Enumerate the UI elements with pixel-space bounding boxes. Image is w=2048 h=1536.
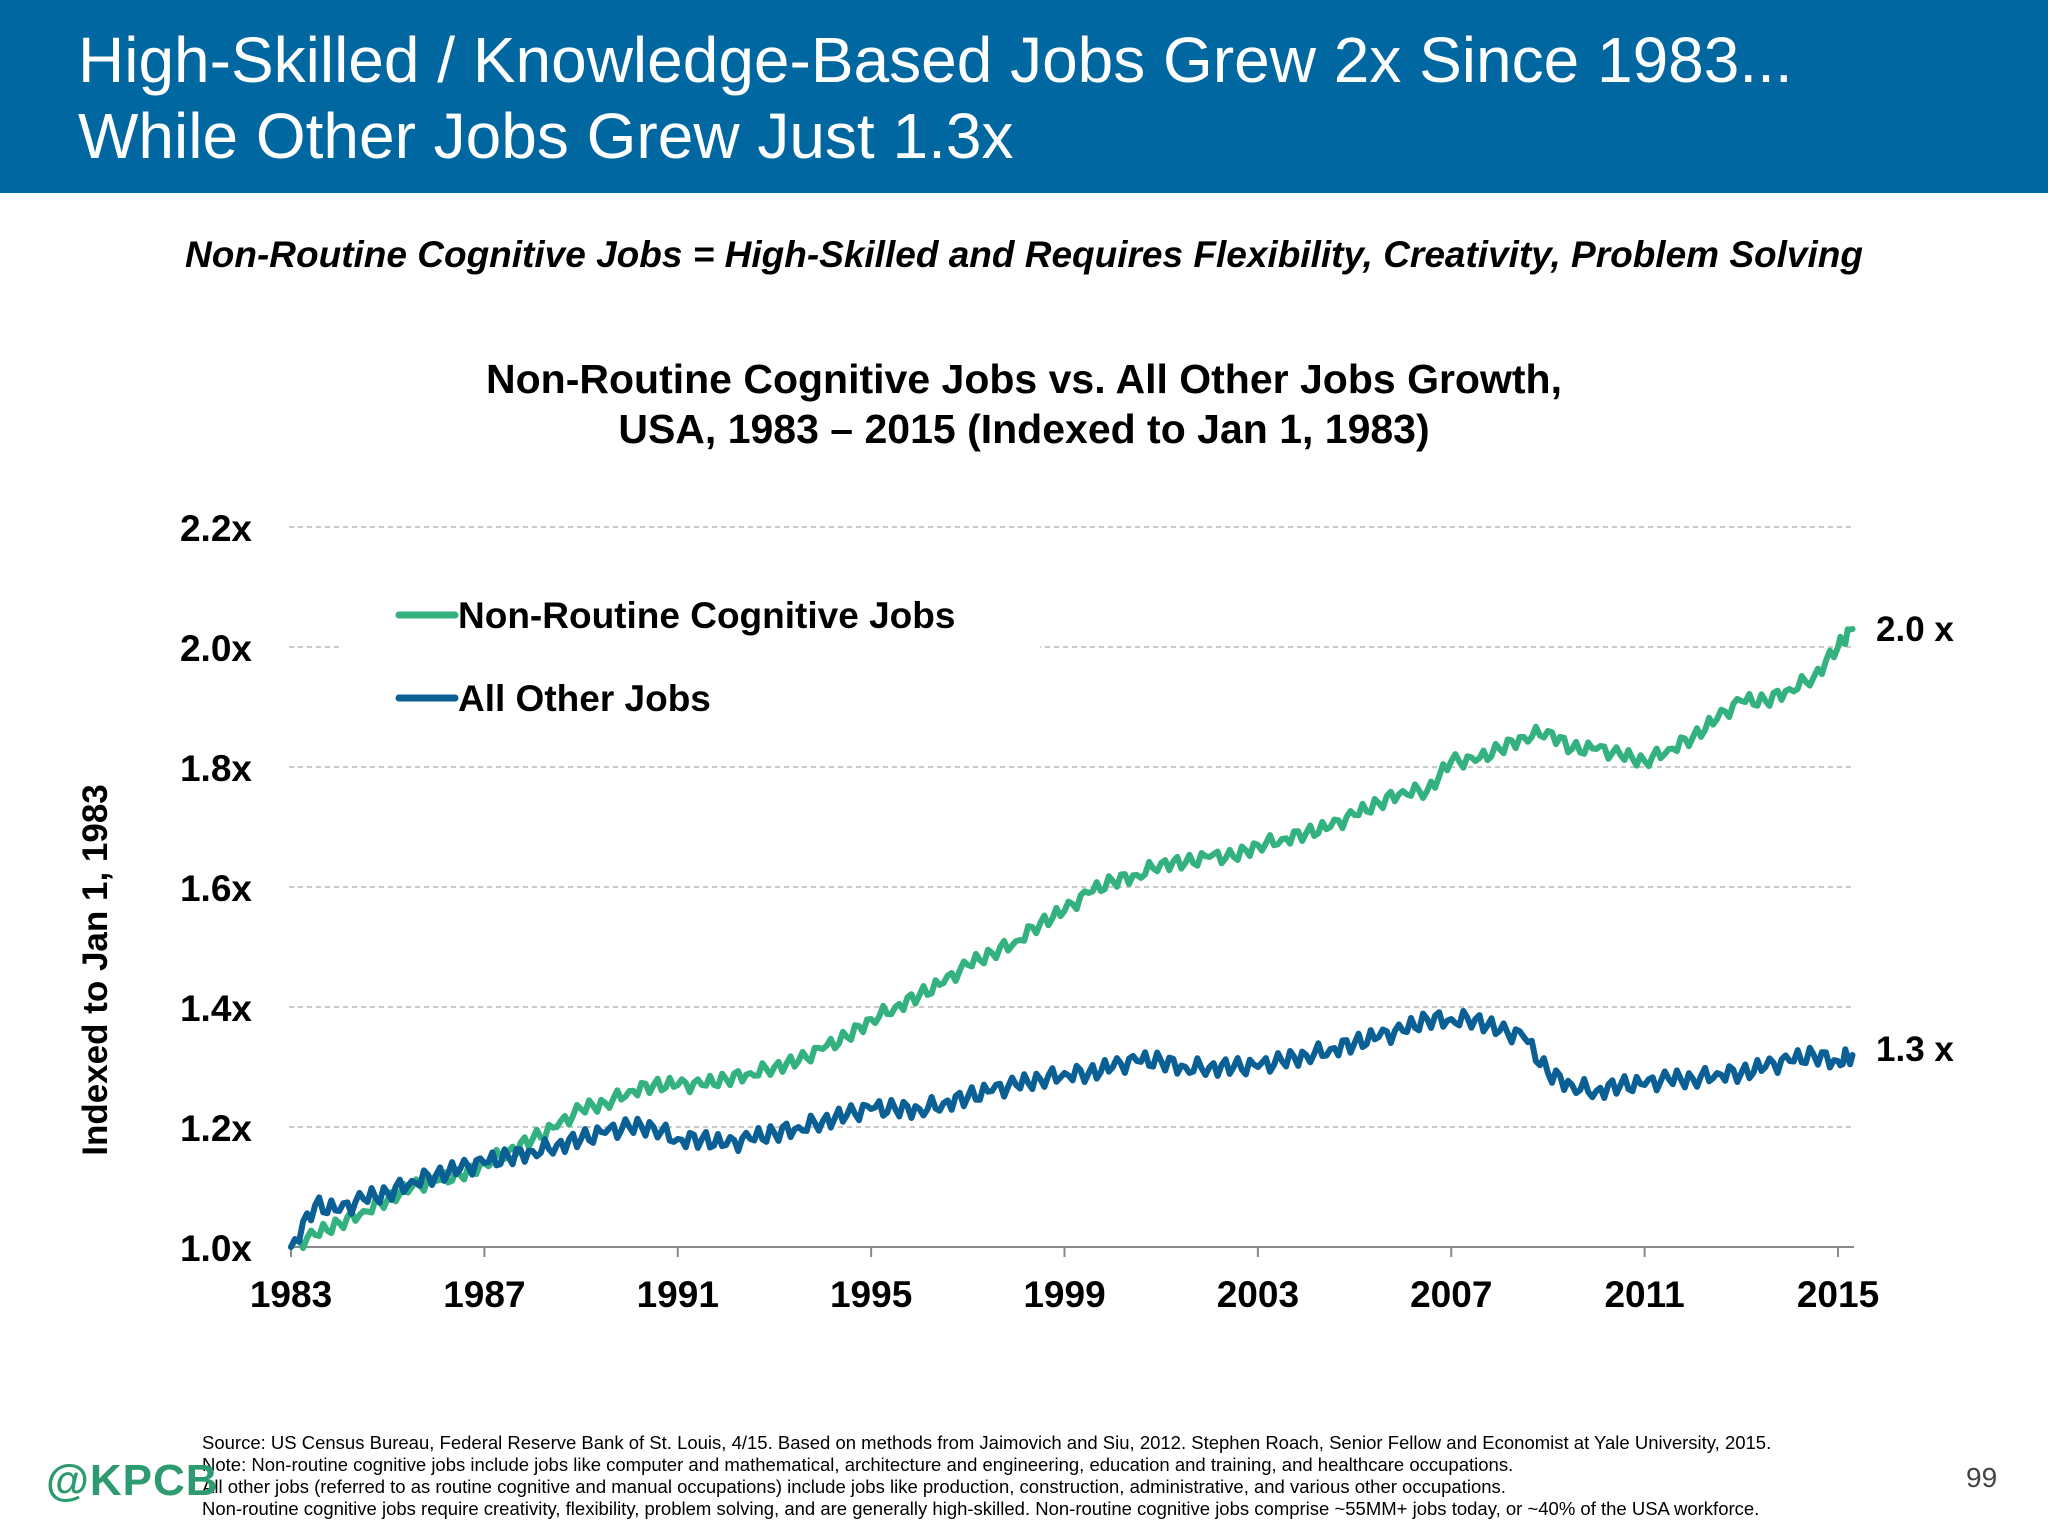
legend-label: All Other Jobs <box>458 678 711 719</box>
footnote-definition: Non-routine cognitive jobs require creat… <box>202 1498 1760 1519</box>
line-chart: 1.0x 1.2x 1.4x 1.6x 1.8x 2.0x 2.2x 1983 1987 1991… <box>180 508 1954 1315</box>
slide-subtitle: Non-Routine Cognitive Jobs = High-Skille… <box>185 234 1863 275</box>
y-tick-label: 1.2x <box>180 1108 252 1149</box>
x-tick-label: 2003 <box>1217 1274 1299 1315</box>
x-tick-label: 1991 <box>637 1274 719 1315</box>
y-tick-label: 1.0x <box>180 1228 252 1269</box>
x-tick-label: 1983 <box>250 1274 332 1315</box>
x-tick-label: 2011 <box>1604 1274 1684 1315</box>
chart-title-line-2: USA, 1983 – 2015 (Indexed to Jan 1, 1983… <box>618 406 1430 452</box>
x-tick-label: 1999 <box>1023 1274 1105 1315</box>
y-tick-label: 2.2x <box>180 508 252 549</box>
slide-title-line-1: High-Skilled / Knowledge-Based Jobs Grew… <box>78 24 1793 96</box>
series-end-label: 1.3 x <box>1876 1030 1954 1069</box>
footnotes: Source: US Census Bureau, Federal Reserv… <box>202 1432 1771 1520</box>
x-tick-label: 2015 <box>1797 1274 1879 1315</box>
footnote-note: Note: Non-routine cognitive jobs include… <box>202 1454 1514 1475</box>
x-tick-label: 1987 <box>443 1274 525 1315</box>
y-tick-label: 1.6x <box>180 868 252 909</box>
chart-title-line-1: Non-Routine Cognitive Jobs vs. All Other… <box>486 356 1562 402</box>
series-line-non-routine-cognitive <box>288 626 1856 1252</box>
x-tick-label: 2007 <box>1410 1274 1492 1315</box>
legend-label: Non-Routine Cognitive Jobs <box>458 595 955 636</box>
x-tick-label: 1995 <box>830 1274 912 1315</box>
kpcb-logo: @KPCB <box>46 1456 219 1505</box>
page-number: 99 <box>1966 1462 1998 1493</box>
series-end-label: 2.0 x <box>1876 610 1954 649</box>
y-tick-label: 2.0x <box>180 628 252 669</box>
title-banner: High-Skilled / Knowledge-Based Jobs Grew… <box>0 0 2048 193</box>
series-line-all-other <box>288 1007 1856 1250</box>
y-tick-label: 1.8x <box>180 748 252 789</box>
slide-title-line-2: While Other Jobs Grew Just 1.3x <box>78 100 1014 172</box>
footnote-source: Source: US Census Bureau, Federal Reserv… <box>202 1432 1772 1453</box>
y-tick-label: 1.4x <box>180 988 252 1029</box>
footnote-other-jobs: All other jobs (referred to as routine c… <box>202 1476 1506 1497</box>
